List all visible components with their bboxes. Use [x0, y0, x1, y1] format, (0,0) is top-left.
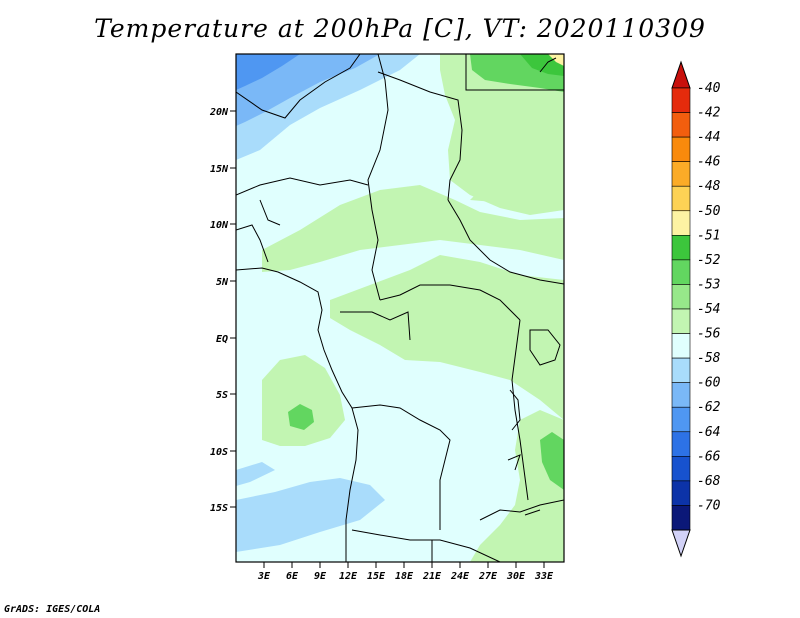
colorbar-swatch — [671, 382, 691, 408]
lon-label: 6E — [286, 571, 299, 582]
lat-label: 5S — [216, 390, 228, 401]
colorbar-cap-bottom — [671, 529, 691, 558]
lon-label: 33E — [534, 571, 554, 582]
colorbar-swatch — [671, 333, 691, 359]
lon-label: 12E — [339, 571, 358, 582]
lon-label: 3E — [257, 571, 271, 582]
colorbar-label: -70 — [697, 498, 721, 513]
band-minus-52-southwest-blob — [288, 404, 314, 430]
colorbar-label: -40 — [697, 81, 721, 96]
lon-label: 27E — [478, 571, 498, 582]
colorbar-swatch — [671, 406, 691, 433]
colorbar-swatch — [671, 357, 691, 383]
lat-label: 15N — [210, 164, 229, 175]
lat-label: EQ — [216, 334, 228, 345]
colorbar-swatch — [671, 136, 691, 162]
colorbar-swatch — [671, 87, 691, 113]
colorbar-label: -46 — [697, 155, 721, 170]
band-minus-53-central — [330, 255, 564, 420]
colorbar-label: -58 — [697, 351, 721, 366]
band-minus-53-east-strip — [470, 130, 564, 205]
temperature-field — [236, 54, 564, 562]
credit-text: GrADS: IGES/COLA — [4, 604, 101, 615]
lat-label: 10S — [210, 447, 228, 458]
lon-label: 30E — [506, 571, 526, 582]
colorbar-swatch — [671, 185, 691, 212]
colorbar-swatch — [671, 480, 691, 506]
lon-label: 15E — [367, 571, 386, 582]
colorbar-swatch — [671, 308, 691, 334]
colorbar-swatch — [671, 210, 691, 236]
colorbar-swatch — [671, 284, 691, 310]
lon-label: 24E — [450, 571, 470, 582]
band-minus-53-east-coast — [470, 410, 564, 562]
colorbar-swatch — [671, 505, 691, 531]
colorbar-swatch — [671, 112, 691, 138]
band-minus-53-sahel — [262, 185, 564, 272]
colorbar-swatch — [671, 456, 691, 482]
band-minus-53-southwest — [262, 355, 345, 446]
colorbar-label: -52 — [697, 253, 721, 268]
band-minus-56-southwest-edge — [236, 462, 275, 486]
band-minus-52-east-coast — [540, 432, 564, 490]
colorbar-label: -42 — [697, 106, 721, 121]
colorbar-label: -56 — [697, 327, 721, 342]
lon-label: 21E — [422, 571, 442, 582]
colorbar-label: -50 — [697, 204, 721, 219]
lat-label: 20N — [209, 107, 229, 118]
colorbar-label: -44 — [697, 130, 720, 145]
country-borders — [236, 54, 564, 562]
longitude-axis: 3E 6E 9E 12E 15E 18E 21E 24E 27E 30E 33E — [257, 562, 554, 582]
lat-label: 10N — [210, 220, 229, 231]
colorbar-cap-top — [671, 60, 691, 89]
colorbar-label: -68 — [697, 474, 721, 489]
chart-title: Temperature at 200hPa [C], VT: 202011030… — [94, 14, 706, 43]
colorbar-label: -53 — [697, 277, 720, 292]
map-frame — [235, 53, 565, 563]
colorbar-label: -66 — [697, 449, 721, 464]
colorbar-label: -51 — [697, 228, 720, 243]
lat-label: 15S — [210, 503, 228, 514]
colorbar-label: -54 — [697, 302, 720, 317]
colorbar-label: -60 — [697, 376, 721, 391]
colorbar-label: -62 — [697, 400, 721, 415]
colorbar-swatch — [671, 259, 691, 285]
colorbar-swatch — [671, 235, 691, 261]
band-minus-50-corner — [548, 54, 564, 66]
lat-label: 5N — [216, 277, 229, 288]
colorbar-label: -64 — [697, 425, 720, 440]
band-minus-60-corner — [236, 54, 300, 90]
colorbar-swatch — [671, 161, 691, 187]
latitude-axis: 20N 15N 10N 5N EQ 5S 10S 15S — [209, 107, 236, 514]
lon-label: 9E — [314, 571, 327, 582]
band-minus-56-southwest — [236, 478, 385, 552]
colorbar-label: -48 — [697, 179, 721, 194]
colorbar: -40 -42 -44 -46 -48 -50 -51 -52 -53 -54 -56 -58 -60 -… — [671, 60, 721, 558]
lon-label: 18E — [395, 571, 414, 582]
colorbar-swatch — [671, 431, 691, 457]
